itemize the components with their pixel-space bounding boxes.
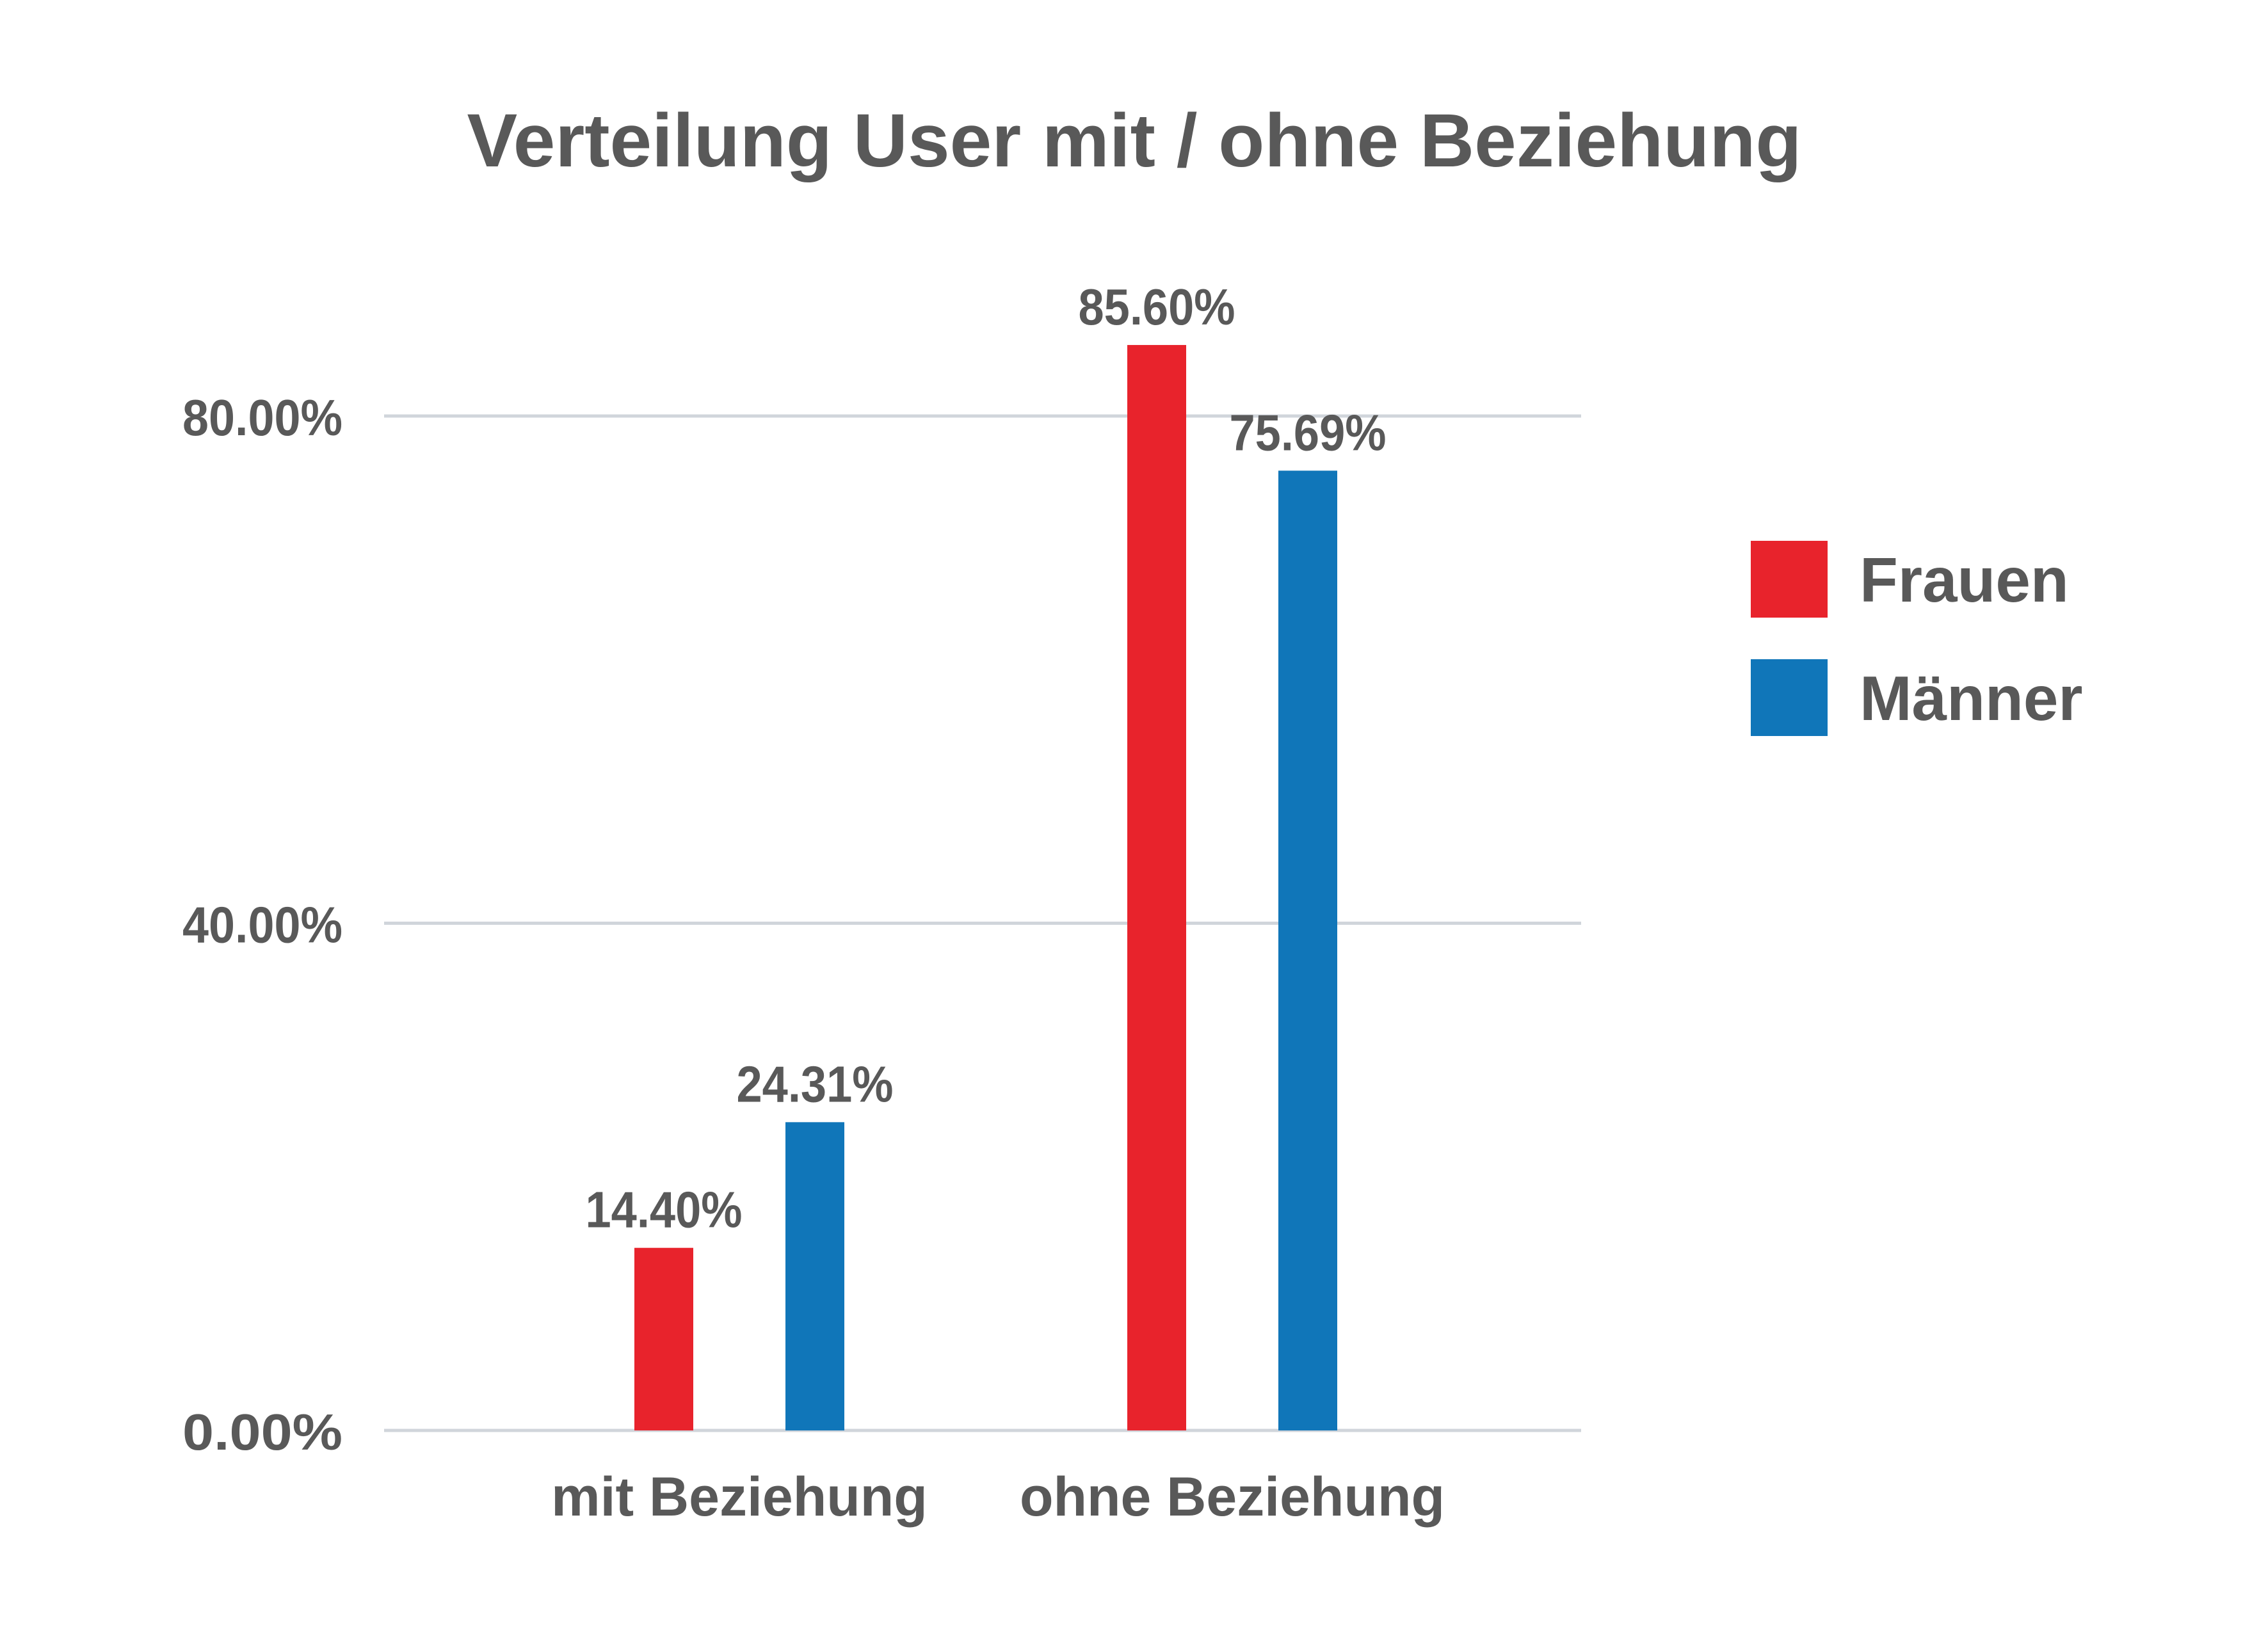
y-axis-ticks: 0.00% 40.00% 80.00% <box>182 389 342 1461</box>
legend: Frauen Männer <box>1751 541 2083 736</box>
bar <box>1278 470 1337 1430</box>
bar <box>785 1122 844 1430</box>
legend-label: Männer <box>1860 663 2083 733</box>
data-label: 14.40% <box>586 1181 743 1238</box>
data-label: 85.60% <box>1079 278 1235 335</box>
bar <box>1127 345 1186 1430</box>
x-category-label: ohne Beziehung <box>1020 1466 1445 1528</box>
data-label: 75.69% <box>1230 404 1387 461</box>
x-axis-categories: mit Beziehung ohne Beziehung <box>551 1466 1445 1528</box>
y-tick-label: 0.00% <box>182 1404 342 1461</box>
data-labels: 14.40% 85.60% 24.31% 75.69% <box>586 278 1387 1238</box>
y-tick-label: 80.00% <box>182 389 342 446</box>
bars <box>634 345 1337 1430</box>
data-label: 24.31% <box>737 1055 894 1112</box>
legend-swatch <box>1751 659 1828 736</box>
x-category-label: mit Beziehung <box>551 1466 928 1528</box>
chart-title: Verteilung User mit / ohne Beziehung <box>467 99 1802 183</box>
y-tick-label: 40.00% <box>182 897 342 954</box>
legend-label: Frauen <box>1860 545 2069 615</box>
bar <box>634 1247 693 1430</box>
legend-swatch <box>1751 541 1828 618</box>
gridlines <box>384 414 1581 1432</box>
